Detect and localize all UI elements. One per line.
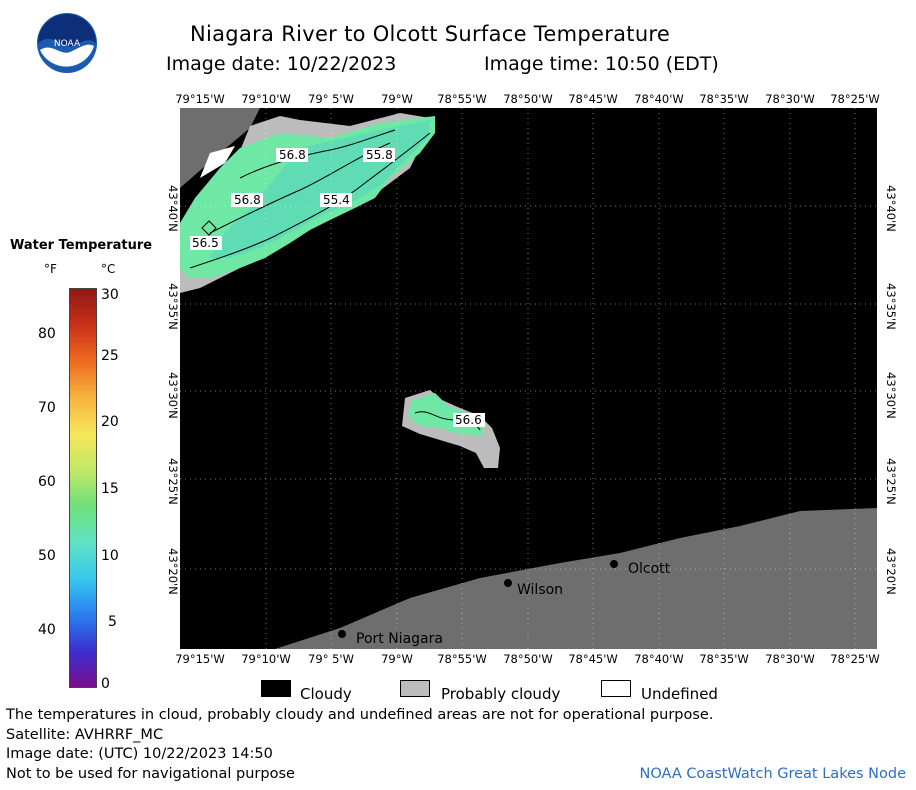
legend-unit-c: °C <box>101 262 116 276</box>
undefined-swatch <box>601 680 631 697</box>
lon-label-bottom: 78°45'W <box>568 652 618 666</box>
lat-label-right: 43°25'N <box>884 458 898 505</box>
lon-label-bottom: 78°25'W <box>830 652 880 666</box>
probably-cloudy-label: Probably cloudy <box>441 685 561 703</box>
lon-label-bottom: 78°50'W <box>503 652 553 666</box>
contour-label: 56.8 <box>279 148 306 162</box>
page-title: Niagara River to Olcott Surface Temperat… <box>190 22 671 46</box>
lon-label-top: 78°40'W <box>634 92 684 106</box>
legend-title: Water Temperature <box>10 238 153 253</box>
contour-line <box>239 129 396 179</box>
port-niagara-marker <box>338 630 346 638</box>
lon-label-bottom: 79°10'W <box>241 652 291 666</box>
f-tick: 70 <box>38 400 56 416</box>
noaa-logo-text: NOAA <box>54 39 81 49</box>
lon-label-bottom: 78°40'W <box>634 652 684 666</box>
contour-label: 56.6 <box>455 413 482 427</box>
lon-label-top: 79° 5'W <box>308 92 354 106</box>
olcott-marker <box>610 560 618 568</box>
land-south-shore <box>275 508 877 649</box>
lon-label-top: 79°10'W <box>241 92 291 106</box>
navigation-warning: Not to be used for navigational purpose <box>6 766 295 782</box>
contour-line <box>201 220 217 236</box>
lon-label-bottom: 79°15'W <box>175 652 225 666</box>
lon-label-bottom: 78°55'W <box>437 652 487 666</box>
contour-label: 56.8 <box>234 193 261 207</box>
lon-label-top: 78°25'W <box>830 92 880 106</box>
place-label-wilson: Wilson <box>517 582 563 598</box>
lon-label-top: 78°35'W <box>699 92 749 106</box>
contour-label: 55.4 <box>323 193 350 207</box>
lat-label-left: 43°25'N <box>166 458 180 505</box>
place-label-port-niagara: Port Niagara <box>356 631 443 647</box>
f-tick: 40 <box>38 622 56 638</box>
lat-label-right: 43°40'N <box>884 185 898 232</box>
wilson-marker <box>504 579 512 587</box>
lat-label-right: 43°20'N <box>884 548 898 595</box>
temperature-map: 56.8 55.8 56.8 55.4 56.5 56.6 Olcott Wil… <box>180 108 877 649</box>
disclaimer: The temperatures in cloud, probably clou… <box>6 707 714 723</box>
undefined-label: Undefined <box>641 685 718 703</box>
noaa-logo: NOAA <box>37 13 97 73</box>
f-tick: 80 <box>38 326 56 342</box>
lon-label-top: 78°30'W <box>765 92 815 106</box>
c-tick: 20 <box>101 414 119 430</box>
image-date: Image date: 10/22/2023 <box>166 53 397 75</box>
lat-label-left: 43°40'N <box>166 185 180 232</box>
legend-unit-f: °F <box>44 262 57 276</box>
land-northwest <box>180 108 260 188</box>
lon-label-bottom: 79° 5'W <box>308 652 354 666</box>
legend-colorbar <box>69 288 97 688</box>
lat-label-left: 43°20'N <box>166 548 180 595</box>
credit: NOAA CoastWatch Great Lakes Node <box>639 766 906 782</box>
c-tick: 5 <box>108 614 117 630</box>
lon-label-top: 78°45'W <box>568 92 618 106</box>
contour-line <box>209 142 391 234</box>
graticule <box>180 108 877 649</box>
image-time: Image time: 10:50 (EDT) <box>484 53 719 75</box>
contour-label: 55.8 <box>366 148 393 162</box>
lon-label-bottom: 78°30'W <box>765 652 815 666</box>
lon-label-bottom: 78°35'W <box>699 652 749 666</box>
lat-label-right: 43°30'N <box>884 372 898 419</box>
c-tick: 30 <box>101 287 119 303</box>
cloudy-swatch <box>261 680 291 697</box>
f-tick: 60 <box>38 474 56 490</box>
lat-label-left: 43°30'N <box>166 372 180 419</box>
contour-label: 56.5 <box>192 236 219 250</box>
c-tick: 0 <box>101 676 110 692</box>
lon-label-top: 78°50'W <box>503 92 553 106</box>
lat-label-right: 43°35'N <box>884 283 898 330</box>
lon-label-bottom: 79°W <box>381 652 413 666</box>
probably-cloudy-swatch <box>400 680 430 697</box>
utc-date: Image date: (UTC) 10/22/2023 14:50 <box>6 746 273 762</box>
c-tick: 15 <box>101 481 119 497</box>
cloudy-label: Cloudy <box>300 685 352 703</box>
lon-label-top: 78°55'W <box>437 92 487 106</box>
lon-label-top: 79°W <box>381 92 413 106</box>
place-label-olcott: Olcott <box>628 561 671 577</box>
satellite: Satellite: AVHRRF_MC <box>6 727 164 743</box>
lat-label-left: 43°35'N <box>166 283 180 330</box>
f-tick: 50 <box>38 548 56 564</box>
lon-label-top: 79°15'W <box>175 92 225 106</box>
c-tick: 25 <box>101 348 119 364</box>
undefined-area <box>200 146 235 178</box>
c-tick: 10 <box>101 548 119 564</box>
